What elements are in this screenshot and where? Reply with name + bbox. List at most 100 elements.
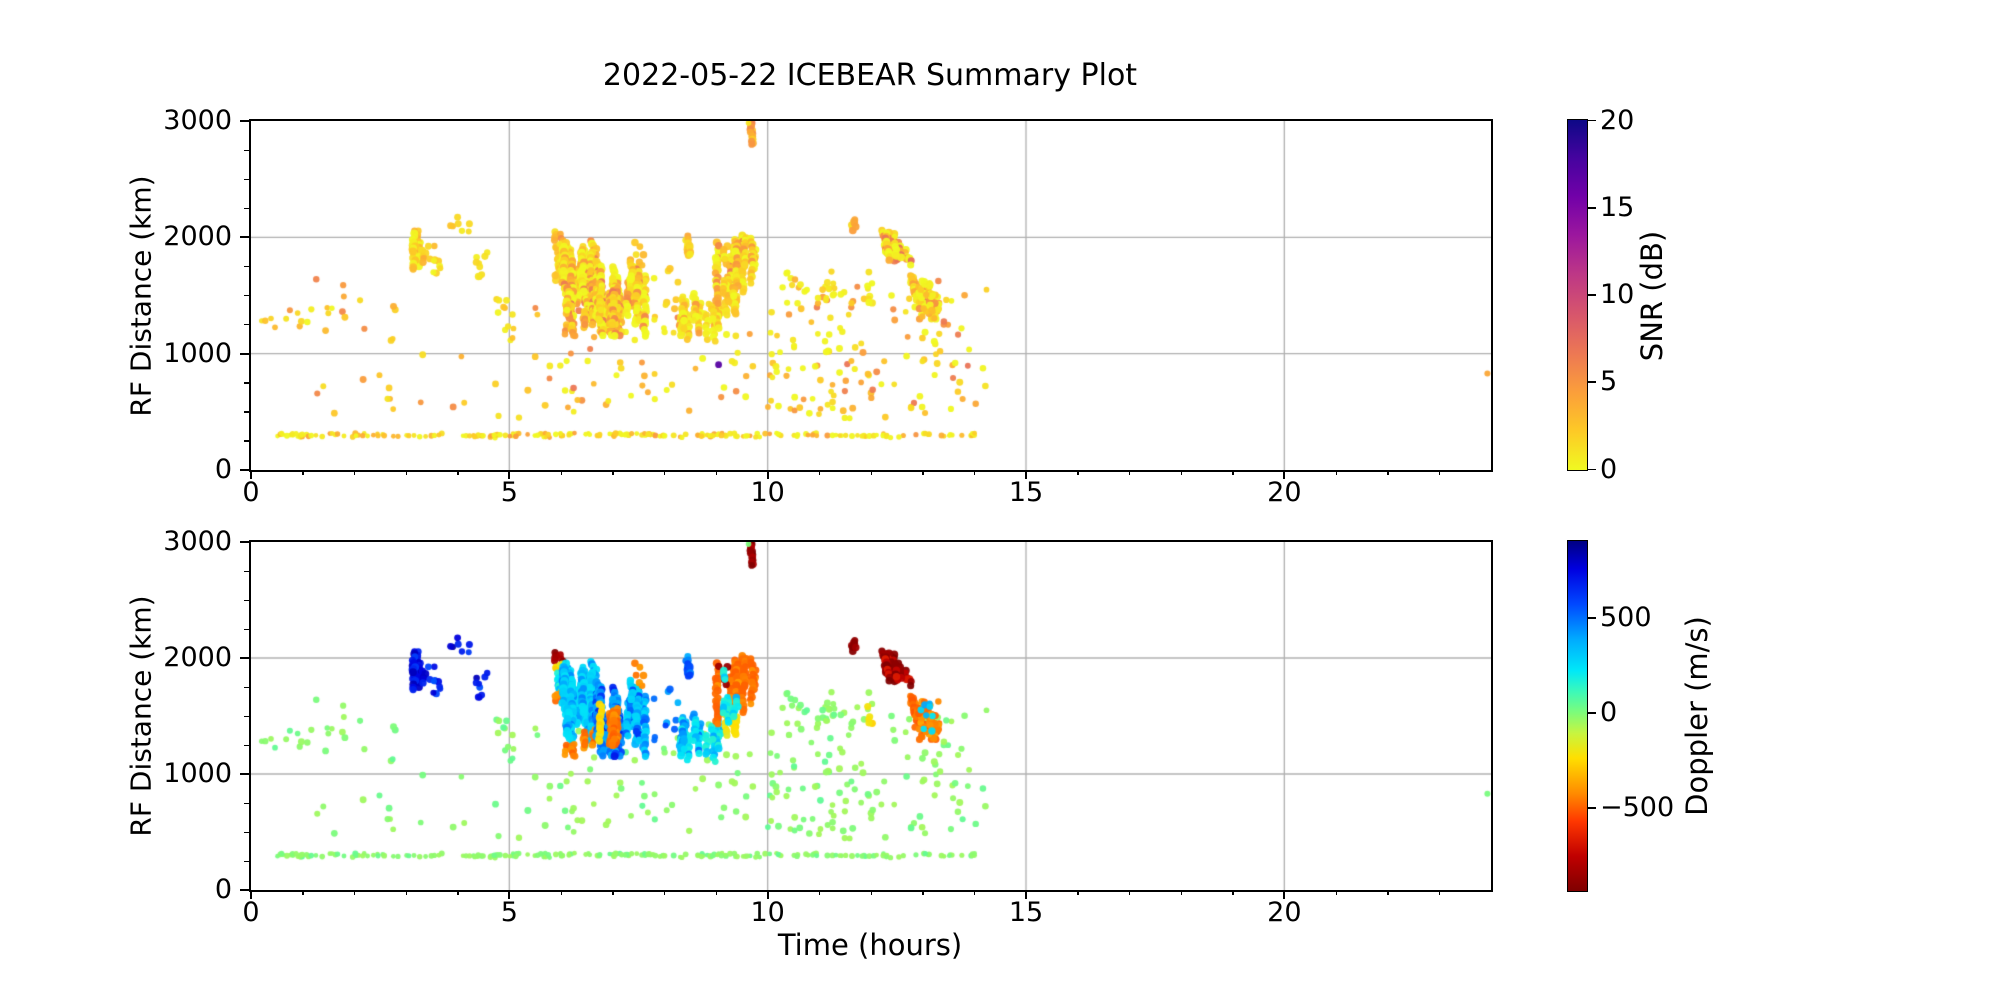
x-minor-tick	[1335, 890, 1337, 895]
x-minor-tick	[612, 890, 614, 895]
y-minor-tick	[244, 715, 249, 717]
rf-distance-axis-label-bottom: RF Distance (km)	[124, 595, 158, 837]
colorbar-tick	[1588, 712, 1596, 714]
x-major-tick	[766, 470, 769, 479]
x-major-tick	[1025, 470, 1027, 479]
y-minor-tick	[244, 599, 249, 601]
colorbar-tick	[1588, 617, 1596, 620]
y-minor-tick	[244, 411, 249, 413]
y-tick-label: 1000	[163, 337, 232, 369]
x-minor-tick	[818, 470, 821, 475]
snr-plot-canvas	[251, 121, 1491, 470]
colorbar-tick	[1588, 206, 1596, 209]
colorbar-tick	[1588, 468, 1596, 471]
x-minor-tick	[1335, 470, 1337, 475]
x-minor-tick	[1077, 890, 1079, 895]
x-tick-label: 5	[500, 897, 518, 928]
x-minor-tick	[1438, 470, 1441, 475]
y-tick-label: 0	[214, 454, 232, 485]
x-tick-label: 0	[242, 897, 260, 928]
x-minor-tick	[353, 470, 356, 475]
x-minor-tick	[663, 890, 666, 895]
x-tick-label: 0	[242, 477, 260, 508]
y-minor-tick	[244, 628, 249, 630]
doppler-colorbar	[1567, 540, 1588, 892]
y-major-tick	[240, 120, 249, 122]
colorbar-tick	[1588, 806, 1596, 809]
y-minor-tick	[244, 686, 249, 688]
x-minor-tick	[870, 470, 872, 475]
y-tick-label: 0	[214, 874, 232, 905]
y-major-tick	[240, 541, 249, 543]
y-tick-label: 2000	[163, 221, 232, 253]
y-minor-tick	[244, 149, 249, 151]
x-major-tick	[250, 890, 252, 899]
x-tick-label: 15	[1008, 477, 1044, 508]
y-tick-label: 1000	[163, 758, 232, 789]
doppler-colorbar-gradient	[1568, 541, 1587, 891]
colorbar-tick-label: 20	[1600, 104, 1635, 136]
x-minor-tick	[302, 470, 304, 475]
x-minor-tick	[818, 890, 821, 895]
y-major-tick	[240, 889, 249, 891]
x-major-tick	[508, 470, 511, 479]
x-tick-label: 10	[750, 477, 785, 508]
x-minor-tick	[1387, 890, 1389, 895]
x-major-tick	[1283, 470, 1286, 479]
colorbar-tick-label: −500	[1600, 791, 1675, 823]
y-major-tick	[240, 469, 249, 471]
x-minor-tick	[1128, 890, 1131, 895]
colorbar-tick-label: 15	[1600, 191, 1635, 223]
rf-distance-axis-label-top: RF Distance (km)	[124, 175, 158, 417]
colorbar-tick-label: 500	[1600, 602, 1652, 634]
x-minor-tick	[612, 470, 614, 475]
colorbar-tick-label: 5	[1600, 366, 1618, 398]
colorbar-tick	[1588, 119, 1596, 122]
x-minor-tick	[1180, 470, 1182, 475]
x-minor-tick	[1232, 470, 1234, 475]
x-minor-tick	[1077, 470, 1079, 475]
x-minor-tick	[715, 890, 717, 895]
x-minor-tick	[922, 470, 924, 475]
x-tick-label: 10	[750, 897, 785, 928]
x-tick-label: 20	[1267, 897, 1302, 928]
x-minor-tick	[560, 890, 562, 895]
x-minor-tick	[405, 890, 407, 895]
x-tick-label: 5	[500, 477, 518, 508]
x-minor-tick	[560, 470, 562, 475]
x-tick-label: 20	[1267, 477, 1302, 508]
y-major-tick	[240, 657, 249, 659]
x-tick-label: 15	[1008, 897, 1044, 928]
x-minor-tick	[302, 890, 304, 895]
x-minor-tick	[1387, 470, 1389, 475]
y-tick-label: 2000	[163, 642, 232, 673]
y-minor-tick	[244, 207, 249, 210]
y-minor-tick	[244, 382, 249, 384]
time-axis-label: Time (hours)	[777, 928, 963, 962]
y-minor-tick	[244, 802, 249, 804]
y-minor-tick	[244, 295, 249, 297]
snr-colorbar	[1567, 119, 1588, 471]
snr-panel	[249, 119, 1493, 472]
x-minor-tick	[922, 890, 924, 895]
y-major-tick	[240, 352, 249, 355]
snr-colorbar-label: SNR (dB)	[1635, 230, 1669, 362]
x-minor-tick	[1180, 890, 1182, 895]
y-major-tick	[240, 773, 249, 775]
y-minor-tick	[244, 324, 249, 326]
doppler-plot-canvas	[251, 542, 1491, 890]
x-minor-tick	[405, 470, 407, 475]
x-major-tick	[1025, 890, 1027, 899]
x-major-tick	[1283, 890, 1286, 899]
x-minor-tick	[663, 470, 666, 475]
x-minor-tick	[715, 470, 717, 475]
y-minor-tick	[244, 831, 249, 833]
y-major-tick	[240, 236, 249, 239]
x-minor-tick	[353, 890, 356, 895]
y-tick-label: 3000	[163, 105, 232, 136]
y-minor-tick	[244, 570, 249, 572]
colorbar-tick-label: 0	[1600, 696, 1618, 728]
plot-title: 2022-05-22 ICEBEAR Summary Plot	[602, 58, 1138, 93]
x-minor-tick	[1438, 890, 1441, 895]
